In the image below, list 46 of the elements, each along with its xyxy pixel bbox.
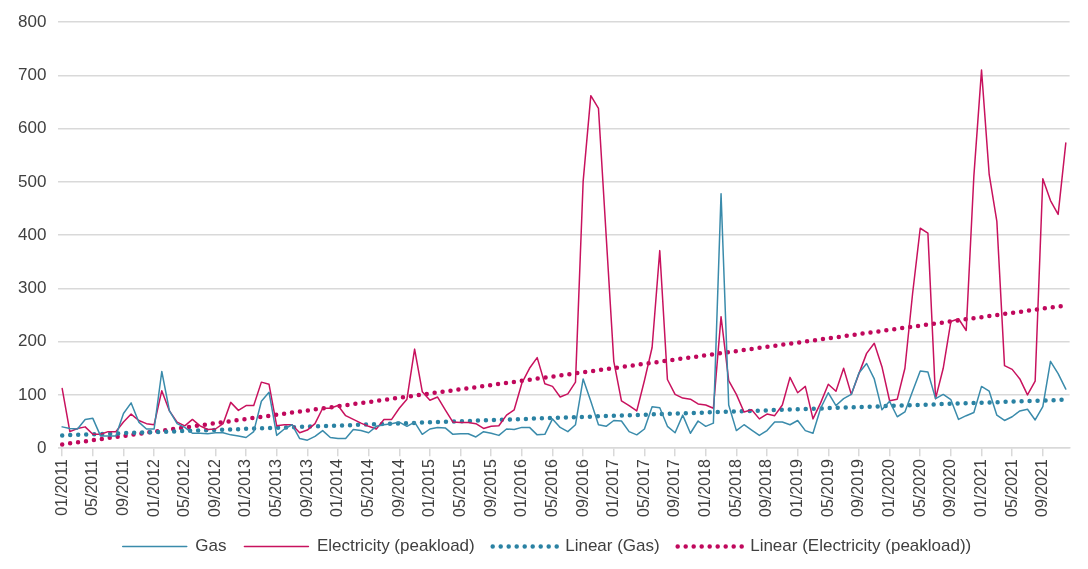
y-tick-label: 400 bbox=[17, 224, 47, 244]
y-tick-label: 0 bbox=[36, 437, 47, 457]
y-tick-label: 200 bbox=[17, 331, 47, 351]
x-tick-label: 01/2016 bbox=[512, 459, 530, 518]
y-tick-label: 100 bbox=[17, 384, 47, 404]
x-tick-label: 05/2021 bbox=[1002, 459, 1020, 518]
x-tick-label: 09/2016 bbox=[573, 459, 591, 518]
x-tick-label: 05/2020 bbox=[910, 459, 928, 518]
x-tick-label: 09/2012 bbox=[205, 459, 223, 518]
x-tick-label: 09/2021 bbox=[1033, 459, 1051, 518]
y-tick-label: 700 bbox=[17, 65, 47, 85]
x-tick-label: 01/2019 bbox=[788, 459, 806, 518]
x-tick-label: 01/2015 bbox=[420, 459, 438, 518]
x-tick-label: 09/2020 bbox=[941, 459, 959, 518]
x-tick-label: 01/2021 bbox=[971, 459, 989, 518]
x-tick-label: 01/2018 bbox=[696, 459, 714, 518]
y-tick-label: 300 bbox=[17, 278, 47, 298]
x-tick-label: 09/2011 bbox=[113, 459, 131, 516]
legend-label: Linear (Gas) bbox=[565, 536, 660, 556]
x-tick-label: 09/2015 bbox=[481, 459, 499, 518]
legend-label: Linear (Electricity (peakload)) bbox=[750, 536, 972, 556]
y-tick-label: 600 bbox=[17, 118, 47, 138]
legend-label: Gas bbox=[195, 536, 227, 556]
x-tick-label: 01/2014 bbox=[328, 459, 346, 518]
x-tick-label: 05/2017 bbox=[634, 459, 652, 518]
x-tick-label: 05/2014 bbox=[359, 459, 377, 518]
x-tick-label: 01/2011 bbox=[52, 459, 70, 516]
y-tick-label: 500 bbox=[17, 171, 47, 191]
x-tick-label: 01/2017 bbox=[604, 459, 622, 518]
x-tick-label: 05/2018 bbox=[726, 459, 744, 518]
x-tick-label: 09/2019 bbox=[849, 459, 867, 518]
y-tick-label: 800 bbox=[17, 11, 47, 31]
x-tick-label: 01/2020 bbox=[880, 459, 897, 518]
x-tick-label: 09/2018 bbox=[757, 459, 775, 518]
x-tick-label: 05/2012 bbox=[175, 459, 193, 518]
x-tick-label: 09/2013 bbox=[297, 459, 315, 518]
legend-label: Electricity (peakload) bbox=[316, 536, 475, 556]
x-tick-label: 05/2011 bbox=[83, 459, 101, 516]
x-tick-label: 05/2019 bbox=[818, 459, 836, 518]
x-tick-label: 05/2013 bbox=[267, 459, 285, 518]
x-tick-label: 09/2014 bbox=[389, 459, 407, 518]
x-tick-label: 01/2012 bbox=[144, 459, 162, 518]
x-tick-label: 05/2016 bbox=[542, 459, 560, 518]
x-tick-label: 09/2017 bbox=[665, 459, 683, 518]
x-tick-label: 01/2013 bbox=[236, 459, 254, 518]
x-tick-label: 05/2015 bbox=[450, 459, 468, 518]
